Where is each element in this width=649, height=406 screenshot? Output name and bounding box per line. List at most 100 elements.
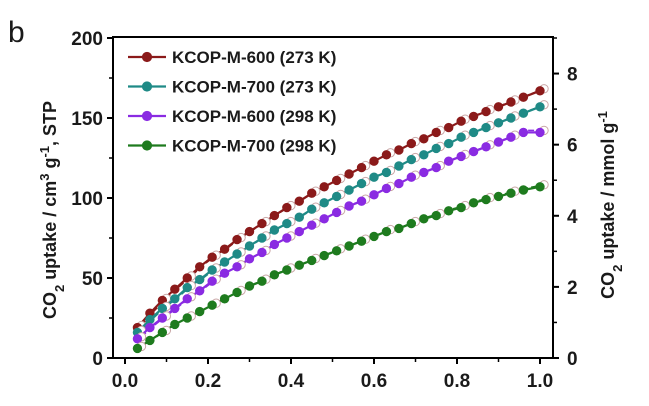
x-tick-label: 0.8	[444, 371, 470, 392]
data-point-kcop-m-700-298k	[244, 281, 255, 291]
data-point-kcop-m-700-273k	[506, 113, 516, 123]
y2-tick-label: 2	[567, 278, 578, 299]
data-point-kcop-m-600-298k	[307, 220, 317, 230]
data-point-kcop-m-600-298k	[518, 127, 529, 138]
data-point-kcop-m-700-273k	[356, 178, 367, 189]
data-point-kcop-m-600-273k	[369, 156, 379, 166]
data-point-kcop-m-700-298k	[369, 231, 379, 242]
data-point-kcop-m-600-298k	[394, 178, 404, 189]
data-point-kcop-m-600-298k	[195, 286, 205, 296]
data-point-kcop-m-700-273k	[369, 172, 379, 182]
data-point-kcop-m-600-273k	[456, 116, 466, 126]
data-point-kcop-m-700-298k	[493, 191, 504, 202]
data-point-kcop-m-700-298k	[282, 265, 292, 275]
data-point-kcop-m-600-273k	[269, 210, 280, 221]
data-point-kcop-m-700-273k	[381, 167, 392, 178]
data-point-kcop-m-700-298k	[456, 202, 466, 213]
data-point-kcop-m-600-298k	[145, 322, 155, 333]
data-point-kcop-m-700-273k	[468, 127, 479, 138]
x-tick-label: 0.6	[361, 371, 387, 392]
data-point-kcop-m-700-298k	[269, 270, 280, 280]
data-point-kcop-m-600-298k	[406, 172, 417, 182]
data-point-kcop-m-600-273k	[219, 244, 230, 254]
data-point-kcop-m-600-298k	[282, 233, 292, 243]
data-point-kcop-m-700-298k	[232, 287, 242, 298]
data-point-kcop-m-600-273k	[319, 182, 329, 192]
data-point-kcop-m-700-298k	[170, 319, 180, 330]
data-point-kcop-m-600-298k	[132, 334, 143, 344]
data-point-kcop-m-700-298k	[406, 218, 417, 229]
y2-tick-label: 4	[567, 207, 578, 228]
x-tick-label: 0.4	[278, 371, 305, 392]
data-point-kcop-m-700-273k	[307, 204, 317, 214]
data-point-kcop-m-600-298k	[535, 127, 545, 138]
data-point-kcop-m-700-273k	[195, 274, 205, 285]
data-point-kcop-m-600-273k	[356, 162, 367, 173]
data-point-kcop-m-700-298k	[535, 182, 545, 192]
data-point-kcop-m-600-298k	[182, 294, 192, 304]
data-point-kcop-m-600-273k	[331, 175, 342, 186]
data-point-kcop-m-700-298k	[481, 194, 491, 205]
data-point-kcop-m-600-298k	[344, 201, 354, 211]
data-point-kcop-m-700-273k	[232, 249, 242, 259]
data-point-kcop-m-700-273k	[406, 154, 417, 165]
y2-axis-title: CO2 uptake / mmol g-1	[595, 111, 625, 299]
data-point-kcop-m-600-298k	[481, 142, 491, 152]
data-point-kcop-m-600-273k	[282, 202, 292, 213]
y-tick-label: 100	[71, 189, 103, 210]
data-point-kcop-m-700-273k	[219, 257, 230, 267]
data-point-kcop-m-600-273k	[170, 284, 180, 294]
y2-tick-label: 6	[567, 136, 578, 157]
data-point-kcop-m-600-273k	[257, 218, 267, 229]
y-tick-label: 200	[71, 29, 103, 50]
y-axis-title: CO2 uptake / cm3 g-1, STP	[37, 101, 67, 319]
y2-tick-label: 0	[567, 349, 578, 370]
y2-tick-label: 8	[567, 65, 578, 86]
data-point-kcop-m-600-273k	[406, 138, 417, 149]
data-point-kcop-m-700-273k	[518, 108, 529, 118]
y-tick-label: 50	[82, 269, 103, 290]
data-point-kcop-m-700-298k	[182, 313, 192, 323]
data-point-kcop-m-600-273k	[468, 111, 479, 122]
data-point-kcop-m-600-273k	[506, 97, 516, 107]
data-point-kcop-m-700-273k	[444, 138, 454, 149]
data-point-kcop-m-600-273k	[431, 127, 441, 138]
data-point-kcop-m-600-298k	[170, 303, 180, 314]
data-point-kcop-m-600-298k	[244, 254, 255, 264]
data-point-kcop-m-600-298k	[157, 313, 168, 323]
legend-marker-kcop-m-700-273k	[141, 81, 153, 92]
data-point-kcop-m-600-273k	[535, 86, 545, 96]
data-point-kcop-m-600-298k	[493, 137, 504, 147]
data-point-kcop-m-700-273k	[344, 185, 354, 195]
legend-marker-kcop-m-600-298k	[141, 110, 153, 122]
data-point-kcop-m-700-273k	[207, 265, 217, 275]
data-point-kcop-m-700-298k	[381, 226, 392, 237]
data-point-kcop-m-700-273k	[157, 303, 168, 314]
data-point-kcop-m-700-273k	[257, 233, 267, 243]
legend-label-kcop-m-700-273k: KCOP-M-700 (273 K)	[172, 78, 336, 97]
data-point-kcop-m-700-273k	[394, 161, 404, 171]
data-point-kcop-m-700-273k	[319, 198, 329, 208]
series-line-desorption-kcop-m-600-298k	[140, 129, 544, 338]
data-point-kcop-m-600-298k	[319, 214, 329, 224]
data-point-kcop-m-600-298k	[506, 132, 516, 142]
data-point-kcop-m-600-298k	[468, 146, 479, 157]
data-point-kcop-m-700-298k	[419, 214, 429, 224]
data-point-kcop-m-600-273k	[195, 262, 205, 272]
legend-label-kcop-m-600-273k: KCOP-M-600 (273 K)	[172, 48, 336, 67]
x-tick-label: 0.0	[112, 371, 138, 392]
data-point-kcop-m-600-298k	[456, 151, 466, 162]
data-point-kcop-m-700-273k	[331, 191, 342, 202]
data-point-kcop-m-600-273k	[294, 196, 304, 206]
data-point-kcop-m-600-273k	[419, 134, 429, 144]
data-point-kcop-m-700-273k	[182, 282, 192, 293]
data-point-kcop-m-700-298k	[468, 198, 479, 208]
data-point-kcop-m-600-273k	[244, 226, 255, 237]
data-point-kcop-m-700-273k	[535, 102, 545, 112]
data-point-kcop-m-600-298k	[331, 207, 342, 218]
data-point-kcop-m-600-298k	[369, 190, 379, 200]
data-point-kcop-m-700-298k	[331, 246, 342, 256]
data-point-kcop-m-700-273k	[294, 212, 304, 222]
data-point-kcop-m-700-298k	[219, 294, 230, 304]
